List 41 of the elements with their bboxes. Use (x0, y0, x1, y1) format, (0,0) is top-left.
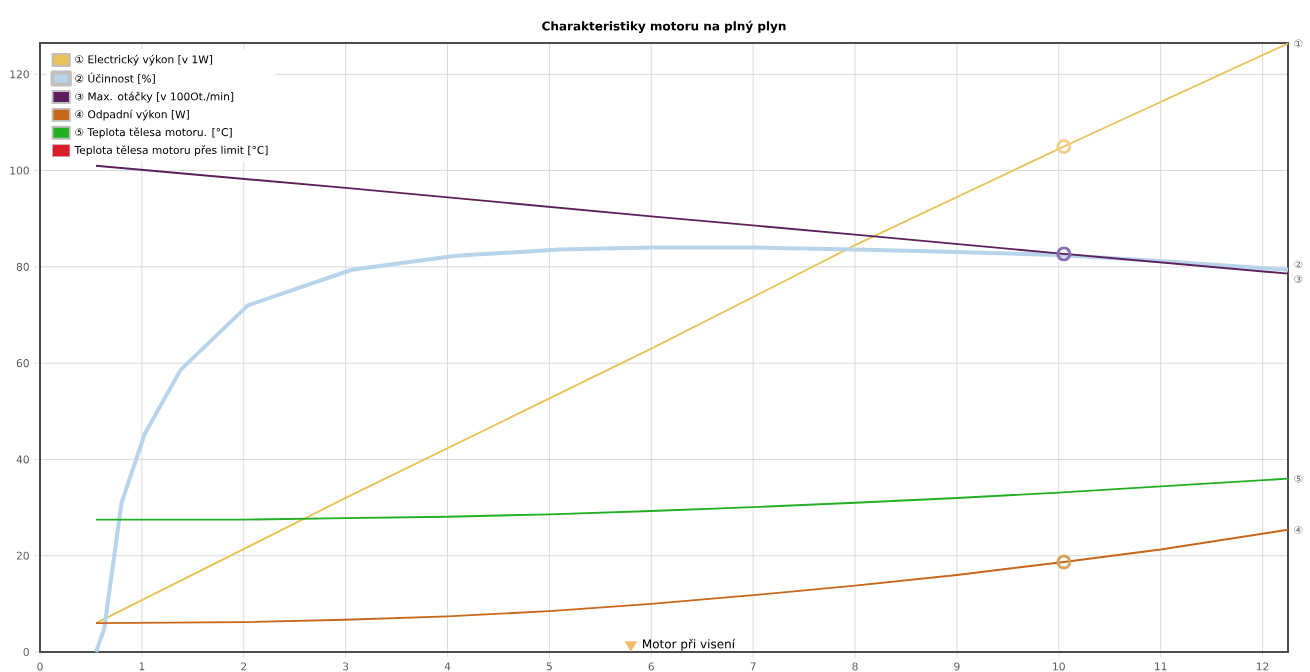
y-tick-label: 20 (16, 551, 29, 560)
x-tick-label: 6 (648, 662, 654, 671)
x-tick-label: 4 (444, 662, 451, 671)
line-series (94, 245, 1291, 654)
y-tick-label: 100 (10, 166, 29, 175)
text: ⑤ (1294, 474, 1303, 483)
x-tick-label: 8 (852, 662, 858, 671)
legend-label: ② Účinnost [%] (75, 72, 155, 84)
point (624, 641, 637, 652)
legend-label: ⑤ Teplota tělesa motoru. [°C] (75, 127, 232, 139)
legend-label: ③ Max. otáčky [v 100Ot./min] (75, 91, 234, 103)
chart-title: Charakteristiky motoru na plný plyn (542, 20, 786, 33)
text: ③ (1294, 275, 1303, 284)
point (1056, 554, 1072, 570)
text: ① (1294, 39, 1303, 48)
x-tick-label: 10 (1053, 662, 1065, 671)
x-tick-label: 1 (139, 662, 145, 671)
x-tick-label: 0 (37, 662, 43, 671)
x-tick-label: 7 (750, 662, 756, 671)
y-tick-label: 0 (23, 647, 29, 657)
point (1056, 139, 1072, 154)
point (1056, 246, 1072, 262)
y-tick-label: 120 (10, 70, 29, 79)
x-tick-label: 2 (241, 662, 247, 671)
text: ② (1294, 260, 1303, 269)
x-tick-label: 5 (546, 662, 552, 671)
line-series (95, 528, 1289, 625)
legend-label: ① Electrický výkon [v 1W] (75, 54, 213, 66)
line-series (95, 164, 1289, 275)
line-series (95, 477, 1289, 521)
x-tick-label: 3 (343, 662, 349, 671)
x-tick-label: 11 (1155, 662, 1167, 671)
y-tick-label: 60 (16, 359, 29, 368)
legend-label: ④ Odpadní výkon [W] (75, 109, 189, 121)
y-tick-label: 40 (16, 455, 29, 464)
text: ④ (1294, 525, 1303, 534)
annotation: Motor při visení (643, 638, 736, 651)
x-tick-label: 9 (954, 662, 960, 671)
legend-label: Teplota tělesa motoru přes limit [°C] (74, 145, 268, 157)
x-tick-label: 12 (1256, 662, 1269, 671)
y-tick-label: 80 (16, 262, 29, 271)
